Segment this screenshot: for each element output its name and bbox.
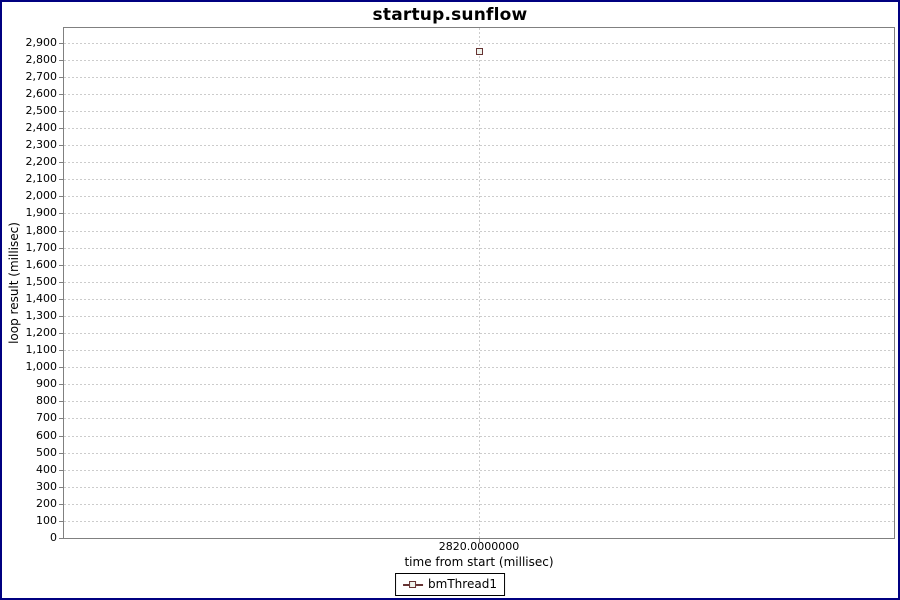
x-axis-tick-label: 2820.0000000 bbox=[438, 540, 520, 553]
legend-series-marker-icon bbox=[403, 580, 424, 589]
legend-series-label: bmThread1 bbox=[428, 577, 497, 591]
y-tick-mark bbox=[59, 452, 63, 454]
y-tick-mark bbox=[59, 503, 63, 505]
plot-area bbox=[63, 27, 895, 539]
y-tick-label: 200 bbox=[36, 496, 57, 510]
y-tick-label: 1,800 bbox=[25, 223, 58, 237]
y-tick-label: 2,900 bbox=[25, 35, 58, 49]
y-tick-label: 2,600 bbox=[25, 86, 58, 100]
y-tick-label: 2,400 bbox=[25, 120, 58, 134]
y-tick-mark bbox=[59, 486, 63, 488]
y-tick-mark bbox=[59, 418, 63, 420]
y-tick-label: 1,900 bbox=[25, 206, 58, 220]
y-tick-label: 0 bbox=[50, 531, 57, 544]
y-tick-label: 2,700 bbox=[25, 69, 58, 83]
y-tick-mark bbox=[59, 281, 63, 283]
y-tick-mark bbox=[59, 247, 63, 249]
y-tick-label: 2,000 bbox=[25, 189, 58, 203]
y-tick-label: 2,300 bbox=[25, 138, 58, 151]
y-tick-label: 2,500 bbox=[25, 103, 58, 117]
y-tick-mark bbox=[59, 367, 63, 369]
y-tick-label: 2,800 bbox=[25, 52, 58, 66]
y-tick-mark bbox=[59, 196, 63, 198]
y-tick-label: 600 bbox=[36, 428, 57, 442]
y-tick-mark bbox=[59, 110, 63, 112]
legend: bmThread1 bbox=[395, 573, 505, 596]
y-tick-mark bbox=[59, 333, 63, 334]
y-tick-label: 1,600 bbox=[25, 257, 58, 271]
y-tick-mark bbox=[59, 264, 63, 266]
y-tick-label: 1,100 bbox=[25, 343, 58, 357]
data-point-marker bbox=[475, 47, 483, 55]
y-tick-mark bbox=[59, 76, 63, 78]
y-tick-label: 2,100 bbox=[25, 172, 58, 186]
y-tick-label: 2,200 bbox=[25, 155, 58, 169]
y-tick-label: 900 bbox=[36, 377, 57, 391]
x-axis-title: time from start (millisec) bbox=[404, 555, 554, 569]
x-gridline bbox=[479, 28, 480, 538]
y-tick-mark bbox=[59, 350, 63, 352]
y-tick-mark bbox=[59, 384, 63, 386]
y-tick-mark bbox=[59, 315, 63, 317]
y-tick-label: 1,700 bbox=[25, 240, 58, 254]
y-tick-label: 1,400 bbox=[25, 291, 58, 305]
chart-title: startup.sunflow bbox=[372, 5, 528, 25]
y-tick-mark bbox=[59, 230, 63, 232]
x-tick-mark bbox=[479, 539, 480, 543]
y-tick-mark bbox=[59, 127, 63, 129]
legend-square-icon bbox=[409, 581, 417, 588]
y-tick-label: 100 bbox=[36, 513, 57, 527]
y-tick-label: 1,300 bbox=[25, 308, 58, 322]
y-tick-mark bbox=[59, 162, 63, 164]
y-tick-mark bbox=[59, 59, 63, 61]
y-tick-mark bbox=[59, 213, 63, 215]
y-tick-mark bbox=[59, 401, 63, 403]
y-tick-label: 1,200 bbox=[25, 326, 58, 339]
y-tick-mark bbox=[59, 469, 63, 471]
y-tick-label: 800 bbox=[36, 394, 57, 408]
y-tick-mark bbox=[59, 298, 63, 300]
y-tick-label: 1,500 bbox=[25, 274, 58, 288]
y-tick-mark bbox=[59, 435, 63, 437]
y-tick-label: 300 bbox=[36, 479, 57, 493]
y-tick-mark bbox=[59, 538, 63, 539]
y-tick-mark bbox=[59, 179, 63, 181]
y-tick-mark bbox=[59, 145, 63, 146]
y-tick-label: 400 bbox=[36, 462, 57, 476]
y-tick-mark bbox=[59, 42, 63, 44]
y-tick-label: 700 bbox=[36, 411, 57, 425]
y-tick-label: 500 bbox=[36, 445, 57, 459]
y-tick-mark bbox=[59, 93, 63, 95]
y-tick-label: 1,000 bbox=[25, 360, 58, 374]
y-tick-mark bbox=[59, 520, 63, 522]
